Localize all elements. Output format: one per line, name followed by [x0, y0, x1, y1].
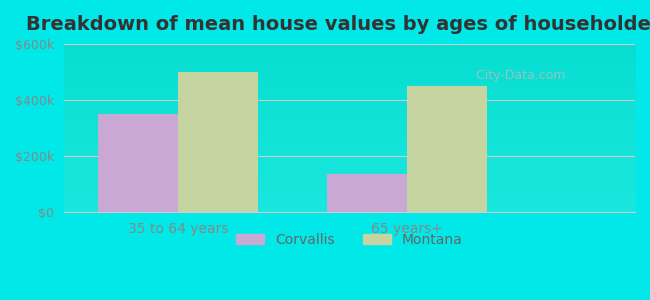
Legend: Corvallis, Montana: Corvallis, Montana [231, 227, 468, 253]
Bar [326, 174, 406, 212]
Bar [98, 114, 178, 212]
Bar [406, 86, 486, 212]
Title: Breakdown of mean house values by ages of householders: Breakdown of mean house values by ages o… [27, 15, 650, 34]
Bar [178, 72, 258, 212]
Text: City-Data.com: City-Data.com [468, 68, 566, 82]
